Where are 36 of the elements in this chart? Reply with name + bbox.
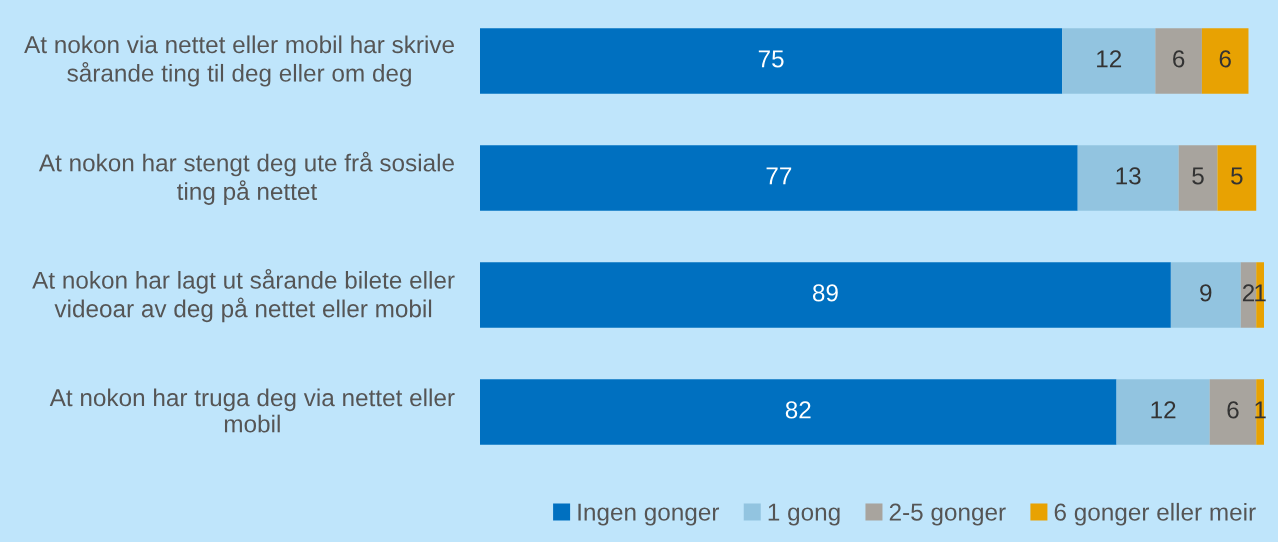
bar: [1062, 28, 1156, 94]
bar: [1201, 28, 1249, 94]
data-label: 77: [766, 167, 792, 185]
data-label: 75: [758, 50, 784, 68]
data-label: 6: [1173, 50, 1185, 68]
legend-label: Ingen gonger: [578, 503, 720, 526]
y-tick-label: At nokon har stengt deg ute frå sosiale ting på nettet: [38, 151, 454, 205]
data-label: 6: [1219, 50, 1231, 68]
y-tick-label: At nokon har lagt ut sårande bilete eller videoar av deg på nettet eller mobil: [32, 269, 455, 323]
data-label: 6: [1227, 401, 1239, 419]
bar: [480, 262, 1171, 328]
bar: [1209, 379, 1257, 445]
bar: [1116, 379, 1210, 445]
data-label: 2: [1242, 284, 1255, 302]
data-label: 9: [1200, 284, 1212, 302]
legend-label: 1 gong: [768, 503, 840, 526]
legend-label: 2-5 gonger: [889, 503, 1006, 526]
y-tick-label: At nokon har truga deg via nettet eller mobil: [49, 388, 455, 433]
bar: [480, 379, 1117, 445]
data-label: 12: [1097, 50, 1122, 68]
bar: [480, 28, 1063, 94]
bar: [1170, 262, 1241, 328]
y-tick-label: At nokon via nettet eller mobil har skrive sårande ting til deg eller om deg: [24, 35, 454, 87]
data-label: 82: [785, 401, 811, 419]
bar: [1178, 145, 1218, 211]
data-label: 5: [1192, 167, 1204, 185]
data-label: 5: [1231, 167, 1243, 185]
data-label: 13: [1116, 167, 1141, 185]
bar: [480, 145, 1078, 211]
bar: [1077, 145, 1179, 211]
bar: [1240, 262, 1257, 328]
bar: [1155, 28, 1202, 94]
data-label: 89: [812, 284, 838, 302]
data-label: 12: [1151, 401, 1176, 419]
bar: [1217, 145, 1257, 211]
legend-label: 6 gonger eller meir: [1054, 502, 1256, 526]
